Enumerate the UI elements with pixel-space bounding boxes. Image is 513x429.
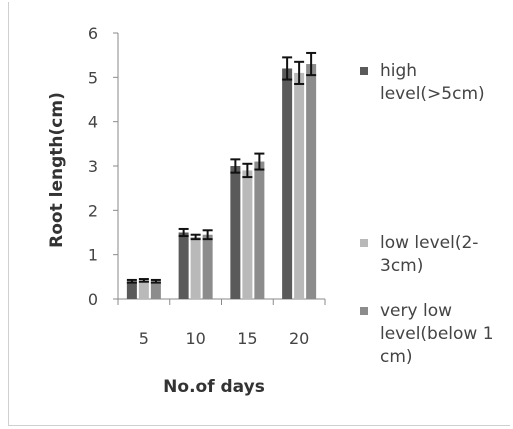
error-bar bbox=[178, 227, 189, 238]
y-tick-label: 4 bbox=[88, 113, 98, 132]
error-bar bbox=[306, 51, 317, 77]
error-bar bbox=[126, 278, 137, 284]
y-axis-label: Root length(cm) bbox=[47, 92, 67, 248]
error-bar bbox=[242, 162, 253, 179]
y-tick-label: 0 bbox=[88, 290, 98, 309]
legend-swatch bbox=[360, 239, 368, 247]
error-bar bbox=[138, 278, 149, 283]
bar bbox=[150, 281, 161, 299]
y-tick-label: 2 bbox=[88, 201, 98, 220]
error-bar bbox=[190, 233, 201, 241]
y-tick-label: 6 bbox=[88, 24, 98, 43]
bar bbox=[202, 234, 213, 299]
chart-error-bars bbox=[126, 51, 317, 284]
bar bbox=[254, 161, 265, 299]
chart-bars bbox=[126, 64, 317, 300]
legend-swatch bbox=[360, 67, 368, 75]
chart-area bbox=[8, 2, 510, 426]
bar bbox=[282, 68, 293, 299]
legend-label: low level(2-3cm) bbox=[380, 233, 479, 276]
error-bar bbox=[282, 56, 293, 81]
x-tick-label: 10 bbox=[185, 329, 205, 348]
chart-axes bbox=[117, 33, 325, 300]
x-tick-label: 15 bbox=[237, 329, 257, 348]
legend-swatch bbox=[360, 307, 368, 315]
x-axis-label: No.of days bbox=[163, 377, 265, 397]
legend-label: very low level(below 1 cm) bbox=[380, 301, 494, 367]
error-bar bbox=[254, 152, 265, 171]
bar bbox=[230, 166, 241, 299]
error-bar bbox=[294, 60, 305, 85]
bar bbox=[138, 280, 149, 299]
y-tick-label: 5 bbox=[88, 68, 98, 87]
bar bbox=[190, 236, 201, 299]
y-tick-label: 1 bbox=[88, 246, 98, 265]
bar bbox=[178, 232, 189, 299]
error-bar bbox=[150, 278, 161, 284]
error-bar bbox=[230, 158, 241, 174]
x-tick-label: 20 bbox=[289, 329, 309, 348]
chart-ticks: 0 1 2 3 4 5 6 5 10 15 20 bbox=[88, 24, 326, 348]
bar bbox=[242, 170, 253, 299]
legend-label: high level(>5cm) bbox=[380, 61, 485, 104]
x-tick-label: 5 bbox=[139, 329, 149, 348]
bar bbox=[294, 72, 305, 300]
bar bbox=[306, 64, 317, 300]
error-bar bbox=[202, 229, 213, 241]
bar bbox=[126, 281, 137, 299]
y-tick-label: 3 bbox=[88, 157, 98, 176]
